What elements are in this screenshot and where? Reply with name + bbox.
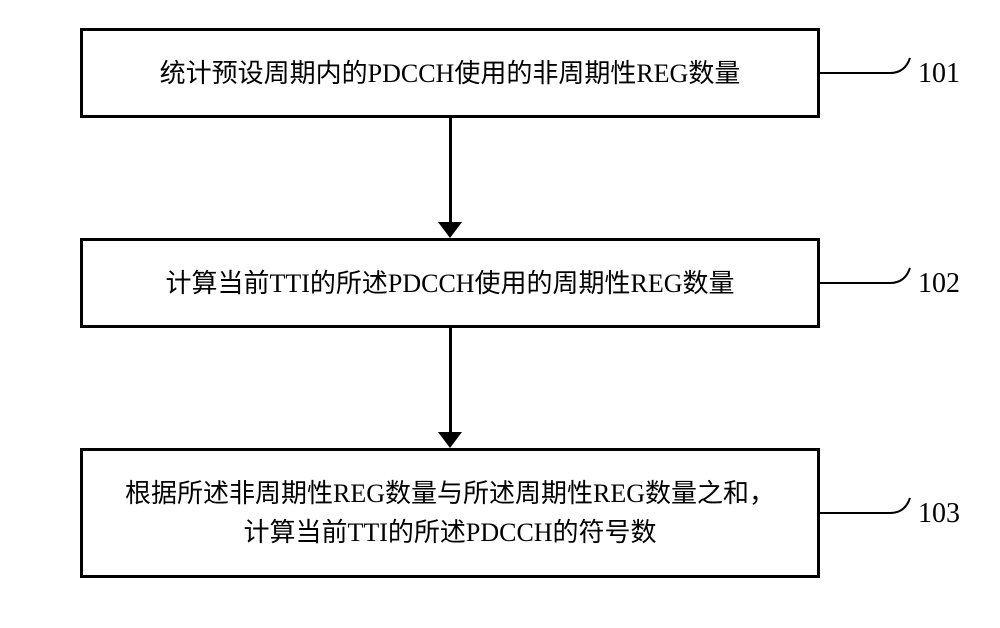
step-box-103: 根据所述非周期性REG数量与所述周期性REG数量之和，计算当前TTI的所述PDC… [80, 448, 820, 578]
lead-line-102 [820, 260, 915, 290]
step-text-102: 计算当前TTI的所述PDCCH使用的周期性REG数量 [165, 264, 734, 303]
step-label-103: 103 [918, 498, 960, 530]
lead-line-101 [820, 50, 915, 80]
arrow-2-3-line [449, 328, 452, 434]
step-text-103: 根据所述非周期性REG数量与所述周期性REG数量之和，计算当前TTI的所述PDC… [83, 474, 817, 552]
arrow-1-2-head [438, 222, 462, 238]
step-label-102: 102 [918, 268, 960, 300]
step-label-101: 101 [918, 58, 960, 90]
lead-line-103 [820, 490, 915, 520]
step-text-101: 统计预设周期内的PDCCH使用的非周期性REG数量 [160, 54, 741, 93]
step-box-102: 计算当前TTI的所述PDCCH使用的周期性REG数量 [80, 238, 820, 328]
step-box-101: 统计预设周期内的PDCCH使用的非周期性REG数量 [80, 28, 820, 118]
arrow-1-2-line [449, 118, 452, 224]
flowchart-canvas: 统计预设周期内的PDCCH使用的非周期性REG数量 101 计算当前TTI的所述… [0, 0, 1000, 628]
arrow-2-3-head [438, 432, 462, 448]
